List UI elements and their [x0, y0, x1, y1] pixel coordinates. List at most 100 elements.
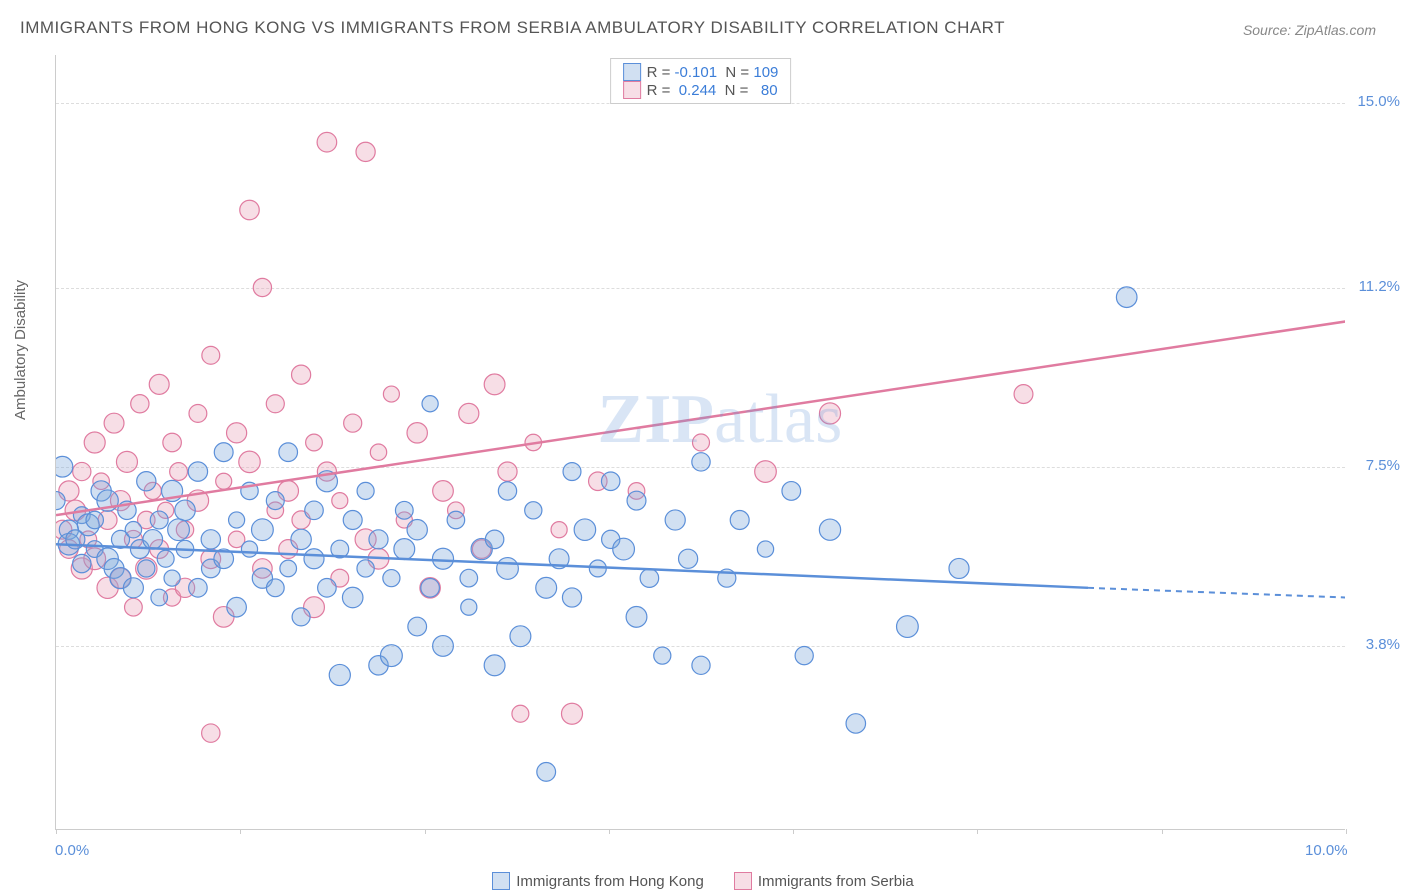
- data-point: [574, 519, 595, 540]
- data-point: [163, 433, 182, 452]
- data-point: [202, 346, 220, 364]
- y-axis-label: Ambulatory Disability: [12, 280, 29, 420]
- chart-svg: [56, 55, 1345, 829]
- data-point: [344, 414, 362, 432]
- data-point: [510, 626, 531, 647]
- data-point: [317, 132, 337, 152]
- data-point: [253, 278, 271, 296]
- data-point: [383, 570, 400, 587]
- data-point: [240, 200, 259, 219]
- data-point: [227, 597, 247, 617]
- data-point: [447, 511, 465, 529]
- data-point: [266, 579, 284, 597]
- data-point: [484, 374, 505, 395]
- data-point: [654, 647, 671, 664]
- data-point: [329, 664, 350, 685]
- x-tick: [56, 829, 57, 834]
- data-point: [613, 538, 635, 560]
- data-point: [460, 569, 478, 587]
- data-point: [484, 655, 505, 676]
- data-point: [433, 636, 454, 657]
- data-point: [188, 462, 207, 481]
- data-point: [202, 724, 220, 742]
- x-tick-label: 10.0%: [1305, 842, 1348, 859]
- data-point: [175, 500, 195, 520]
- data-point: [357, 560, 374, 577]
- data-point: [252, 519, 274, 541]
- swatch-serbia-bottom: [734, 872, 752, 890]
- data-point: [407, 423, 427, 443]
- data-point: [241, 541, 257, 557]
- data-point: [562, 588, 581, 607]
- data-point: [279, 443, 298, 462]
- data-point: [266, 492, 284, 510]
- data-point: [782, 482, 801, 501]
- legend-row-hk: R = -0.101 N = 109: [623, 63, 779, 81]
- y-tick-label: 15.0%: [1357, 93, 1400, 110]
- data-point: [498, 482, 516, 500]
- correlation-legend: R = -0.101 N = 109 R = 0.244 N = 80: [610, 58, 792, 104]
- data-point: [131, 395, 149, 413]
- data-point: [897, 616, 919, 638]
- data-point: [692, 656, 710, 674]
- data-point: [189, 405, 207, 423]
- data-point: [239, 451, 260, 472]
- data-point: [755, 461, 777, 483]
- data-point: [407, 520, 427, 540]
- data-point: [369, 530, 388, 549]
- data-point: [512, 705, 529, 722]
- data-point: [757, 541, 773, 557]
- data-point: [422, 396, 438, 412]
- data-point: [292, 365, 311, 384]
- x-tick: [240, 829, 241, 834]
- series-legend: Immigrants from Hong Kong Immigrants fro…: [0, 872, 1406, 890]
- data-point: [280, 560, 297, 577]
- data-point: [459, 403, 479, 423]
- data-point: [380, 645, 402, 667]
- data-point: [601, 472, 619, 490]
- plot-area: ZIPatlas R = -0.101 N = 109 R = 0.244 N …: [55, 55, 1345, 830]
- data-point: [356, 142, 375, 161]
- data-point: [137, 472, 156, 491]
- data-point: [563, 463, 581, 481]
- data-point: [679, 549, 698, 568]
- y-tick-label: 11.2%: [1359, 278, 1400, 295]
- data-point: [150, 511, 168, 529]
- data-point: [125, 521, 141, 537]
- data-point: [125, 598, 143, 616]
- data-point: [461, 599, 477, 615]
- data-point: [730, 511, 749, 530]
- data-point: [216, 473, 232, 489]
- data-point: [304, 549, 324, 569]
- data-point: [164, 570, 180, 586]
- legend-row-serbia: R = 0.244 N = 80: [623, 81, 779, 99]
- data-point: [342, 587, 363, 608]
- data-point: [395, 501, 413, 519]
- data-point: [949, 558, 969, 578]
- data-point: [143, 530, 163, 550]
- x-tick: [1162, 829, 1163, 834]
- data-point: [306, 434, 323, 451]
- x-tick: [1346, 829, 1347, 834]
- data-point: [432, 548, 453, 569]
- data-point: [318, 579, 337, 598]
- data-point: [795, 647, 813, 665]
- data-point: [626, 606, 647, 627]
- data-point: [819, 519, 840, 540]
- trend-line-extrapolated: [1088, 588, 1345, 598]
- data-point: [332, 493, 348, 509]
- data-point: [433, 481, 454, 502]
- x-tick: [425, 829, 426, 834]
- data-point: [665, 510, 685, 530]
- data-point: [266, 395, 284, 413]
- data-point: [536, 577, 557, 598]
- chart-title: IMMIGRANTS FROM HONG KONG VS IMMIGRANTS …: [20, 18, 1005, 38]
- data-point: [551, 522, 567, 538]
- data-point: [357, 482, 374, 499]
- data-point: [104, 413, 124, 433]
- x-tick: [977, 829, 978, 834]
- data-point: [170, 463, 188, 481]
- data-point: [627, 491, 646, 510]
- data-point: [498, 462, 517, 481]
- data-point: [291, 529, 311, 549]
